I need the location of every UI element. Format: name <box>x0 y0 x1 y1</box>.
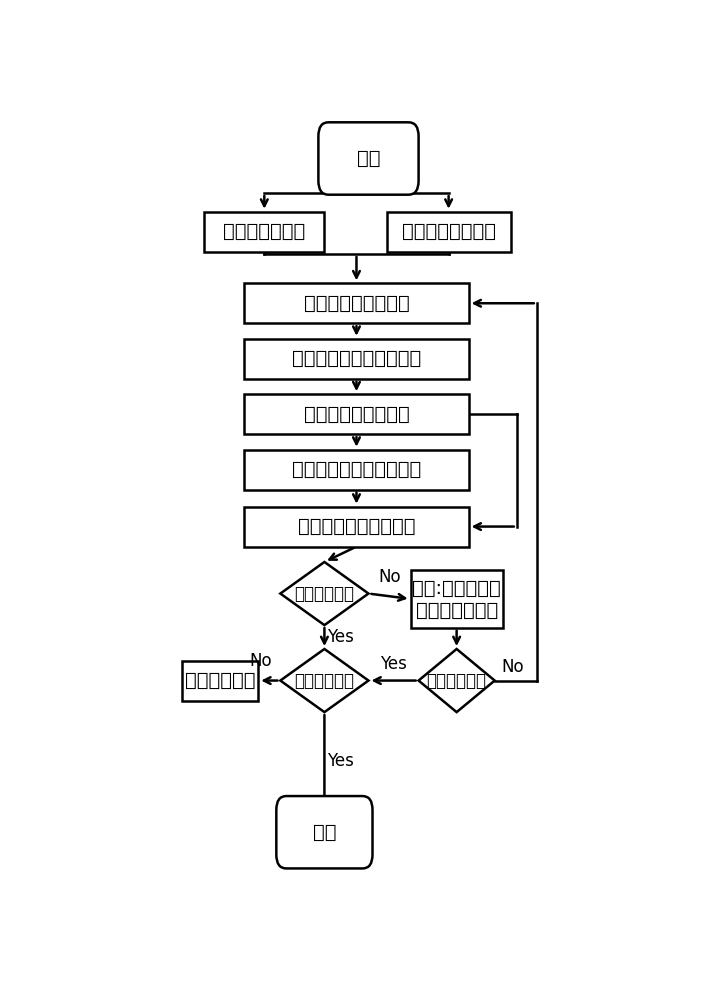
Bar <box>244 394 469 434</box>
Bar <box>244 339 469 379</box>
Text: 小于允许时长: 小于允许时长 <box>294 585 354 603</box>
Text: 下行电车到达交叉口时刻: 下行电车到达交叉口时刻 <box>292 460 421 479</box>
Text: 上行电车达到交叉口时刻: 上行电车达到交叉口时刻 <box>292 349 421 368</box>
Text: 计算各交叉口时的刻差: 计算各交叉口时的刻差 <box>298 517 415 536</box>
Text: No: No <box>249 652 272 670</box>
Bar <box>204 212 324 252</box>
Text: 采集电车运营数据: 采集电车运营数据 <box>402 222 495 241</box>
Text: 小于允许时长: 小于允许时长 <box>426 672 487 690</box>
Text: Yes: Yes <box>380 655 407 673</box>
Text: 结束: 结束 <box>313 823 336 842</box>
Text: 采集交叉口数据: 采集交叉口数据 <box>223 222 306 241</box>
FancyBboxPatch shape <box>319 122 418 195</box>
Bar <box>244 507 469 547</box>
Bar <box>411 570 503 628</box>
Polygon shape <box>280 649 368 712</box>
FancyBboxPatch shape <box>276 796 372 868</box>
Text: 调整绿灯中点: 调整绿灯中点 <box>185 671 255 690</box>
Text: 小于时间半径: 小于时间半径 <box>294 672 354 690</box>
Text: No: No <box>501 658 524 676</box>
Text: 开始: 开始 <box>357 149 380 168</box>
Bar <box>244 283 469 323</box>
Bar <box>387 212 510 252</box>
Text: 确定交叉口配时方案: 确定交叉口配时方案 <box>303 294 409 313</box>
Polygon shape <box>418 649 495 712</box>
Bar <box>244 450 469 490</box>
Text: Yes: Yes <box>327 628 354 646</box>
Polygon shape <box>280 562 368 625</box>
Text: No: No <box>378 568 400 586</box>
Text: Yes: Yes <box>327 752 354 770</box>
Bar <box>182 661 258 701</box>
Text: 交叉口绿灯中点时刻: 交叉口绿灯中点时刻 <box>303 405 409 424</box>
Text: 调整:发车时刻、
速度、停靠时间: 调整:发车时刻、 速度、停靠时间 <box>412 578 501 619</box>
